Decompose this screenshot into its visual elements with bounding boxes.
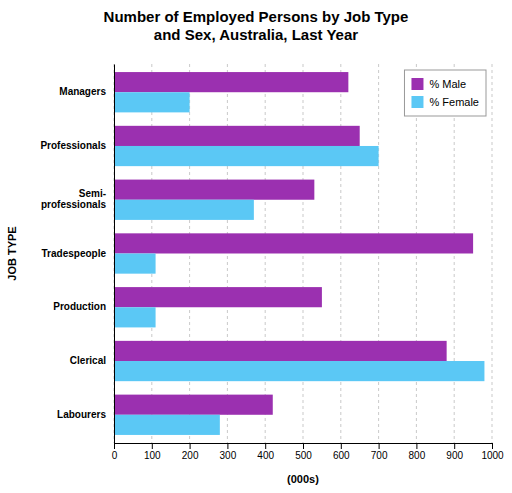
tick: Tradespeople xyxy=(42,248,107,259)
tick: Production xyxy=(53,301,106,312)
series xyxy=(114,92,484,435)
legend-item: % Male xyxy=(411,78,466,90)
bar xyxy=(114,200,254,220)
bars xyxy=(114,72,484,435)
tick-mark xyxy=(416,443,417,449)
tick-label: 1000 xyxy=(481,450,504,461)
grid-line xyxy=(114,64,115,443)
bar xyxy=(114,254,156,274)
bar xyxy=(114,415,220,435)
tick-label: 700 xyxy=(371,450,388,461)
plot: 0 100 200 300 400 500 600 700 800 900 1000 Managers… xyxy=(40,64,504,461)
chart: Number of Employed Persons by Job Typean… xyxy=(0,0,512,493)
tick-mark xyxy=(227,443,228,449)
tick: 500 xyxy=(295,443,312,461)
tick-mark xyxy=(492,443,493,449)
tick: 300 xyxy=(220,443,237,461)
bar xyxy=(114,72,348,92)
tick-label: 100 xyxy=(144,450,161,461)
legend-label: % Male xyxy=(429,78,466,90)
tick-label: Tradespeople xyxy=(42,248,107,259)
tick-label: 0 xyxy=(112,450,118,461)
tick-label: Clerical xyxy=(70,355,106,366)
bar xyxy=(114,287,322,307)
tick-mark xyxy=(190,443,191,449)
bar xyxy=(114,126,360,146)
tick: Professionals xyxy=(40,140,106,151)
x-axis-title: (000s) xyxy=(287,473,319,485)
bar xyxy=(114,307,156,327)
bar xyxy=(114,341,447,361)
bar xyxy=(114,233,473,253)
tick-label: 200 xyxy=(182,450,199,461)
tick-label: 300 xyxy=(220,450,237,461)
legend-swatch xyxy=(411,96,423,108)
tick-mark xyxy=(379,443,380,449)
tick-label: Managers xyxy=(59,86,106,97)
tick-mark xyxy=(152,443,153,449)
tick-label: 900 xyxy=(446,450,463,461)
tick-label: Semi-professionals xyxy=(41,188,106,210)
tick-mark xyxy=(341,443,342,449)
tick: 1000 xyxy=(481,443,504,461)
title: Number of Employed Persons by Job Typean… xyxy=(104,8,409,43)
tick: Semi-professionals xyxy=(41,188,106,210)
axis-line xyxy=(115,444,493,450)
legend-label: % Female xyxy=(429,96,479,108)
tick: 600 xyxy=(333,443,350,461)
y-axis: Managers Professionals Semi-professionals T… xyxy=(40,65,114,444)
tick: 200 xyxy=(182,443,199,461)
bar xyxy=(114,180,314,200)
tick-label: 500 xyxy=(295,450,312,461)
tick: Managers xyxy=(59,86,106,97)
tick: 400 xyxy=(257,443,274,461)
tick-label: 800 xyxy=(409,450,426,461)
tick-mark xyxy=(114,443,115,449)
tick-mark xyxy=(303,443,304,449)
bar xyxy=(114,92,190,112)
tick: 700 xyxy=(371,443,388,461)
tick-label: 600 xyxy=(333,450,350,461)
bar xyxy=(114,395,273,415)
x-axis: 0 100 200 300 400 500 600 700 800 900 1000 xyxy=(112,443,504,461)
legend: % Male % Female xyxy=(404,70,486,116)
tick-label: Professionals xyxy=(40,140,106,151)
grid-line xyxy=(492,64,493,443)
tick: 800 xyxy=(409,443,426,461)
tick-label: Production xyxy=(53,301,106,312)
tick-mark xyxy=(454,443,455,449)
tick-mark xyxy=(265,443,266,449)
grid xyxy=(114,64,492,443)
tick-label: Labourers xyxy=(57,409,106,420)
legend-item: % Female xyxy=(411,96,479,108)
legend-swatch xyxy=(411,78,423,90)
tick-label: 400 xyxy=(257,450,274,461)
tick: 0 xyxy=(112,443,118,461)
y-axis-title: JOB TYPE xyxy=(6,226,18,280)
tick: Clerical xyxy=(70,355,106,366)
tick: Labourers xyxy=(57,409,106,420)
bar xyxy=(114,146,379,166)
tick: 900 xyxy=(446,443,463,461)
tick: 100 xyxy=(144,443,161,461)
axis-line xyxy=(114,65,115,444)
bar xyxy=(114,361,484,381)
legend-box xyxy=(404,70,486,116)
